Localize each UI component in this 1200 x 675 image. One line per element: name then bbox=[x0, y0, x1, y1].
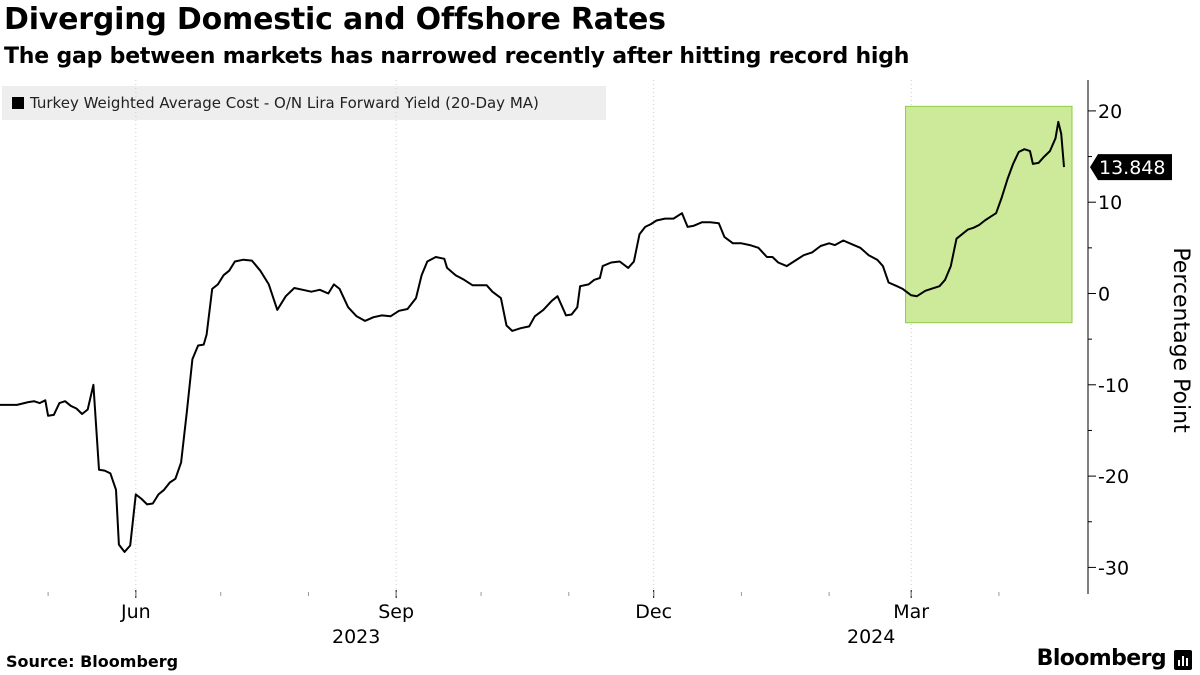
x-tick-label: Dec bbox=[635, 601, 672, 623]
legend-swatch bbox=[12, 97, 24, 109]
x-year-label: 2023 bbox=[332, 626, 380, 648]
last-value-badge-bg bbox=[1090, 154, 1172, 181]
y-axis-label: Percentage Point bbox=[1168, 247, 1193, 433]
y-tick-label: -20 bbox=[1098, 466, 1129, 488]
x-gridlines bbox=[135, 80, 912, 594]
x-tick-label: Jun bbox=[120, 601, 151, 623]
y-tick-label: 0 bbox=[1098, 284, 1110, 306]
legend: Turkey Weighted Average Cost - O/N Lira … bbox=[2, 86, 606, 120]
highlight-region bbox=[905, 105, 1073, 324]
y-axis: 20 10 0 -10 -20 -30 bbox=[1087, 80, 1129, 594]
last-value-label: 13.848 bbox=[1099, 157, 1165, 179]
x-axis: Jun Sep Dec Mar 2023 2024 bbox=[47, 590, 1000, 648]
source-note: Source: Bloomberg bbox=[6, 652, 179, 671]
y-tick-label: 20 bbox=[1098, 101, 1122, 123]
x-year-label: 2024 bbox=[847, 626, 895, 648]
y-tick-label: -10 bbox=[1098, 375, 1129, 397]
chart-subtitle: The gap between markets has narrowed rec… bbox=[4, 44, 910, 69]
brand-wordmark: Bloomberg bbox=[1036, 646, 1167, 671]
last-value-badge: 13.848 bbox=[1090, 154, 1172, 181]
bloomberg-logo-icon bbox=[1174, 650, 1192, 670]
chart-title: Diverging Domestic and Offshore Rates bbox=[4, 2, 666, 37]
y-tick-label: 10 bbox=[1098, 192, 1122, 214]
x-tick-label: Sep bbox=[378, 601, 414, 623]
x-tick-label: Mar bbox=[893, 601, 929, 623]
y-tick-label: -30 bbox=[1098, 557, 1129, 579]
legend-label: Turkey Weighted Average Cost - O/N Lira … bbox=[30, 94, 539, 112]
series-line bbox=[0, 120, 1065, 553]
